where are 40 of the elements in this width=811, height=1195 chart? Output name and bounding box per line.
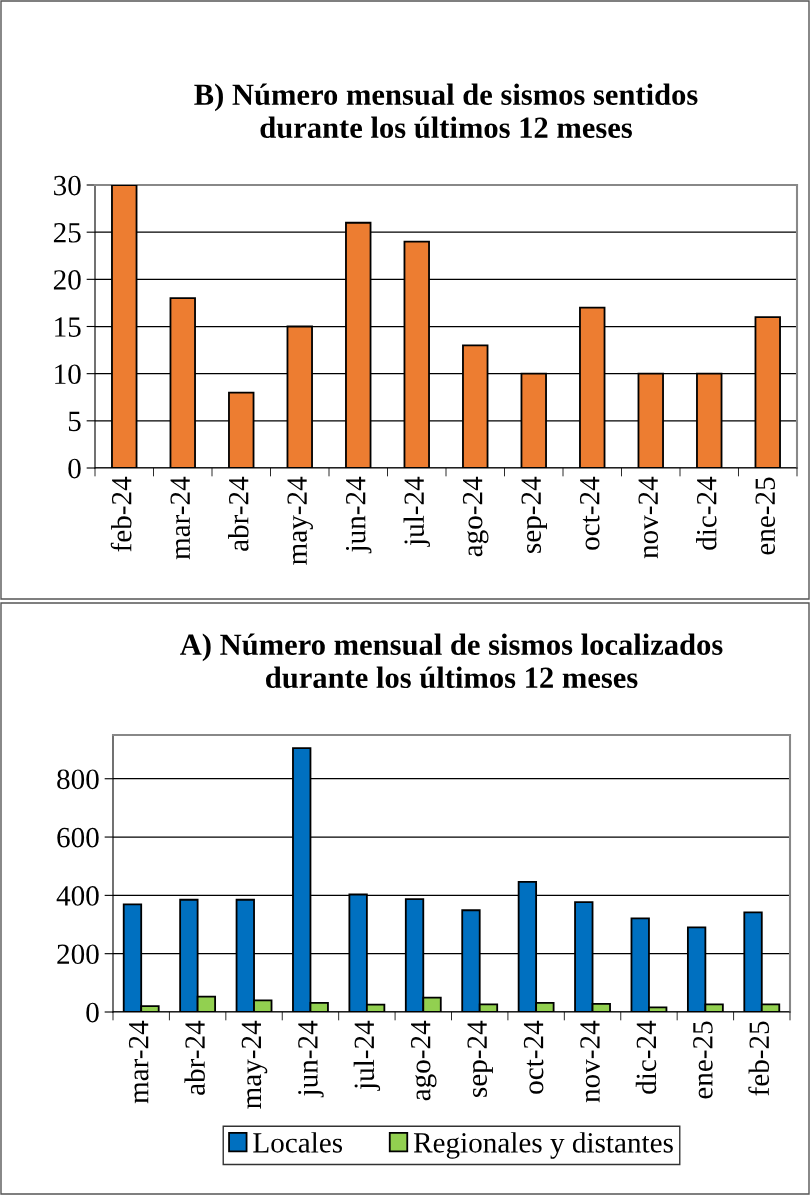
x-tick-label: oct-24 <box>523 1020 544 1094</box>
x-tick-label: ago-24 <box>462 476 489 557</box>
x-tick-label: may-24 <box>241 1020 268 1109</box>
x-tick-label: jun-24 <box>345 476 372 554</box>
x-tick-label: sep-24 <box>467 1020 493 1097</box>
y-tick-label: 200 <box>57 944 99 965</box>
y-tick-label: 400 <box>56 886 99 906</box>
y-tick-label: 0 <box>86 1002 99 1023</box>
y-tick-label: 15 <box>55 317 81 337</box>
legend-label: Locales <box>253 1132 343 1153</box>
x-tick-label: jul-24 <box>353 1020 381 1091</box>
y-tick-label: 0 <box>68 458 81 479</box>
legend-label: Regionales y distantes <box>413 1132 673 1159</box>
y-tick-label: 25 <box>53 222 81 243</box>
y-tick-label: 30 <box>54 175 81 196</box>
x-tick-label: mar-24 <box>128 1020 149 1104</box>
x-tick-label: ene-25 <box>693 1021 713 1099</box>
x-tick-label: jun-24 <box>298 1020 324 1098</box>
x-tick-label: feb-24 <box>110 476 132 552</box>
y-tick-label: 5 <box>68 411 81 432</box>
chart-title: A) Número mensual de sismos localizados durante los últimos 12 meses <box>180 633 723 689</box>
y-tick-label: 20 <box>53 270 81 290</box>
x-tick-label: mar-24 <box>170 476 191 560</box>
x-tick-label: dic-24 <box>696 476 717 550</box>
y-tick-label: 600 <box>57 827 99 848</box>
chart-title: B) Número mensual de sismos sentidos durante los últimos 12 meses <box>194 83 698 139</box>
x-tick-label: abr-24 <box>228 476 249 551</box>
x-tick-label: nov-24 <box>638 476 659 559</box>
y-tick-label: 800 <box>57 769 99 790</box>
x-tick-label: ene-25 <box>755 477 776 555</box>
x-tick-label: jul-24 <box>403 476 430 547</box>
x-tick-label: feb-25 <box>748 1021 770 1096</box>
x-tick-label: oct-24 <box>579 476 600 550</box>
x-tick-label: nov-24 <box>580 1020 600 1103</box>
x-tick-label: ago-24 <box>410 1020 437 1101</box>
y-tick-label: 10 <box>55 364 81 385</box>
x-tick-label: dic-24 <box>635 1020 657 1094</box>
x-tick-label: may-24 <box>287 476 313 565</box>
x-tick-label: sep-24 <box>521 476 547 553</box>
x-tick-label: abr-24 <box>184 1020 205 1095</box>
